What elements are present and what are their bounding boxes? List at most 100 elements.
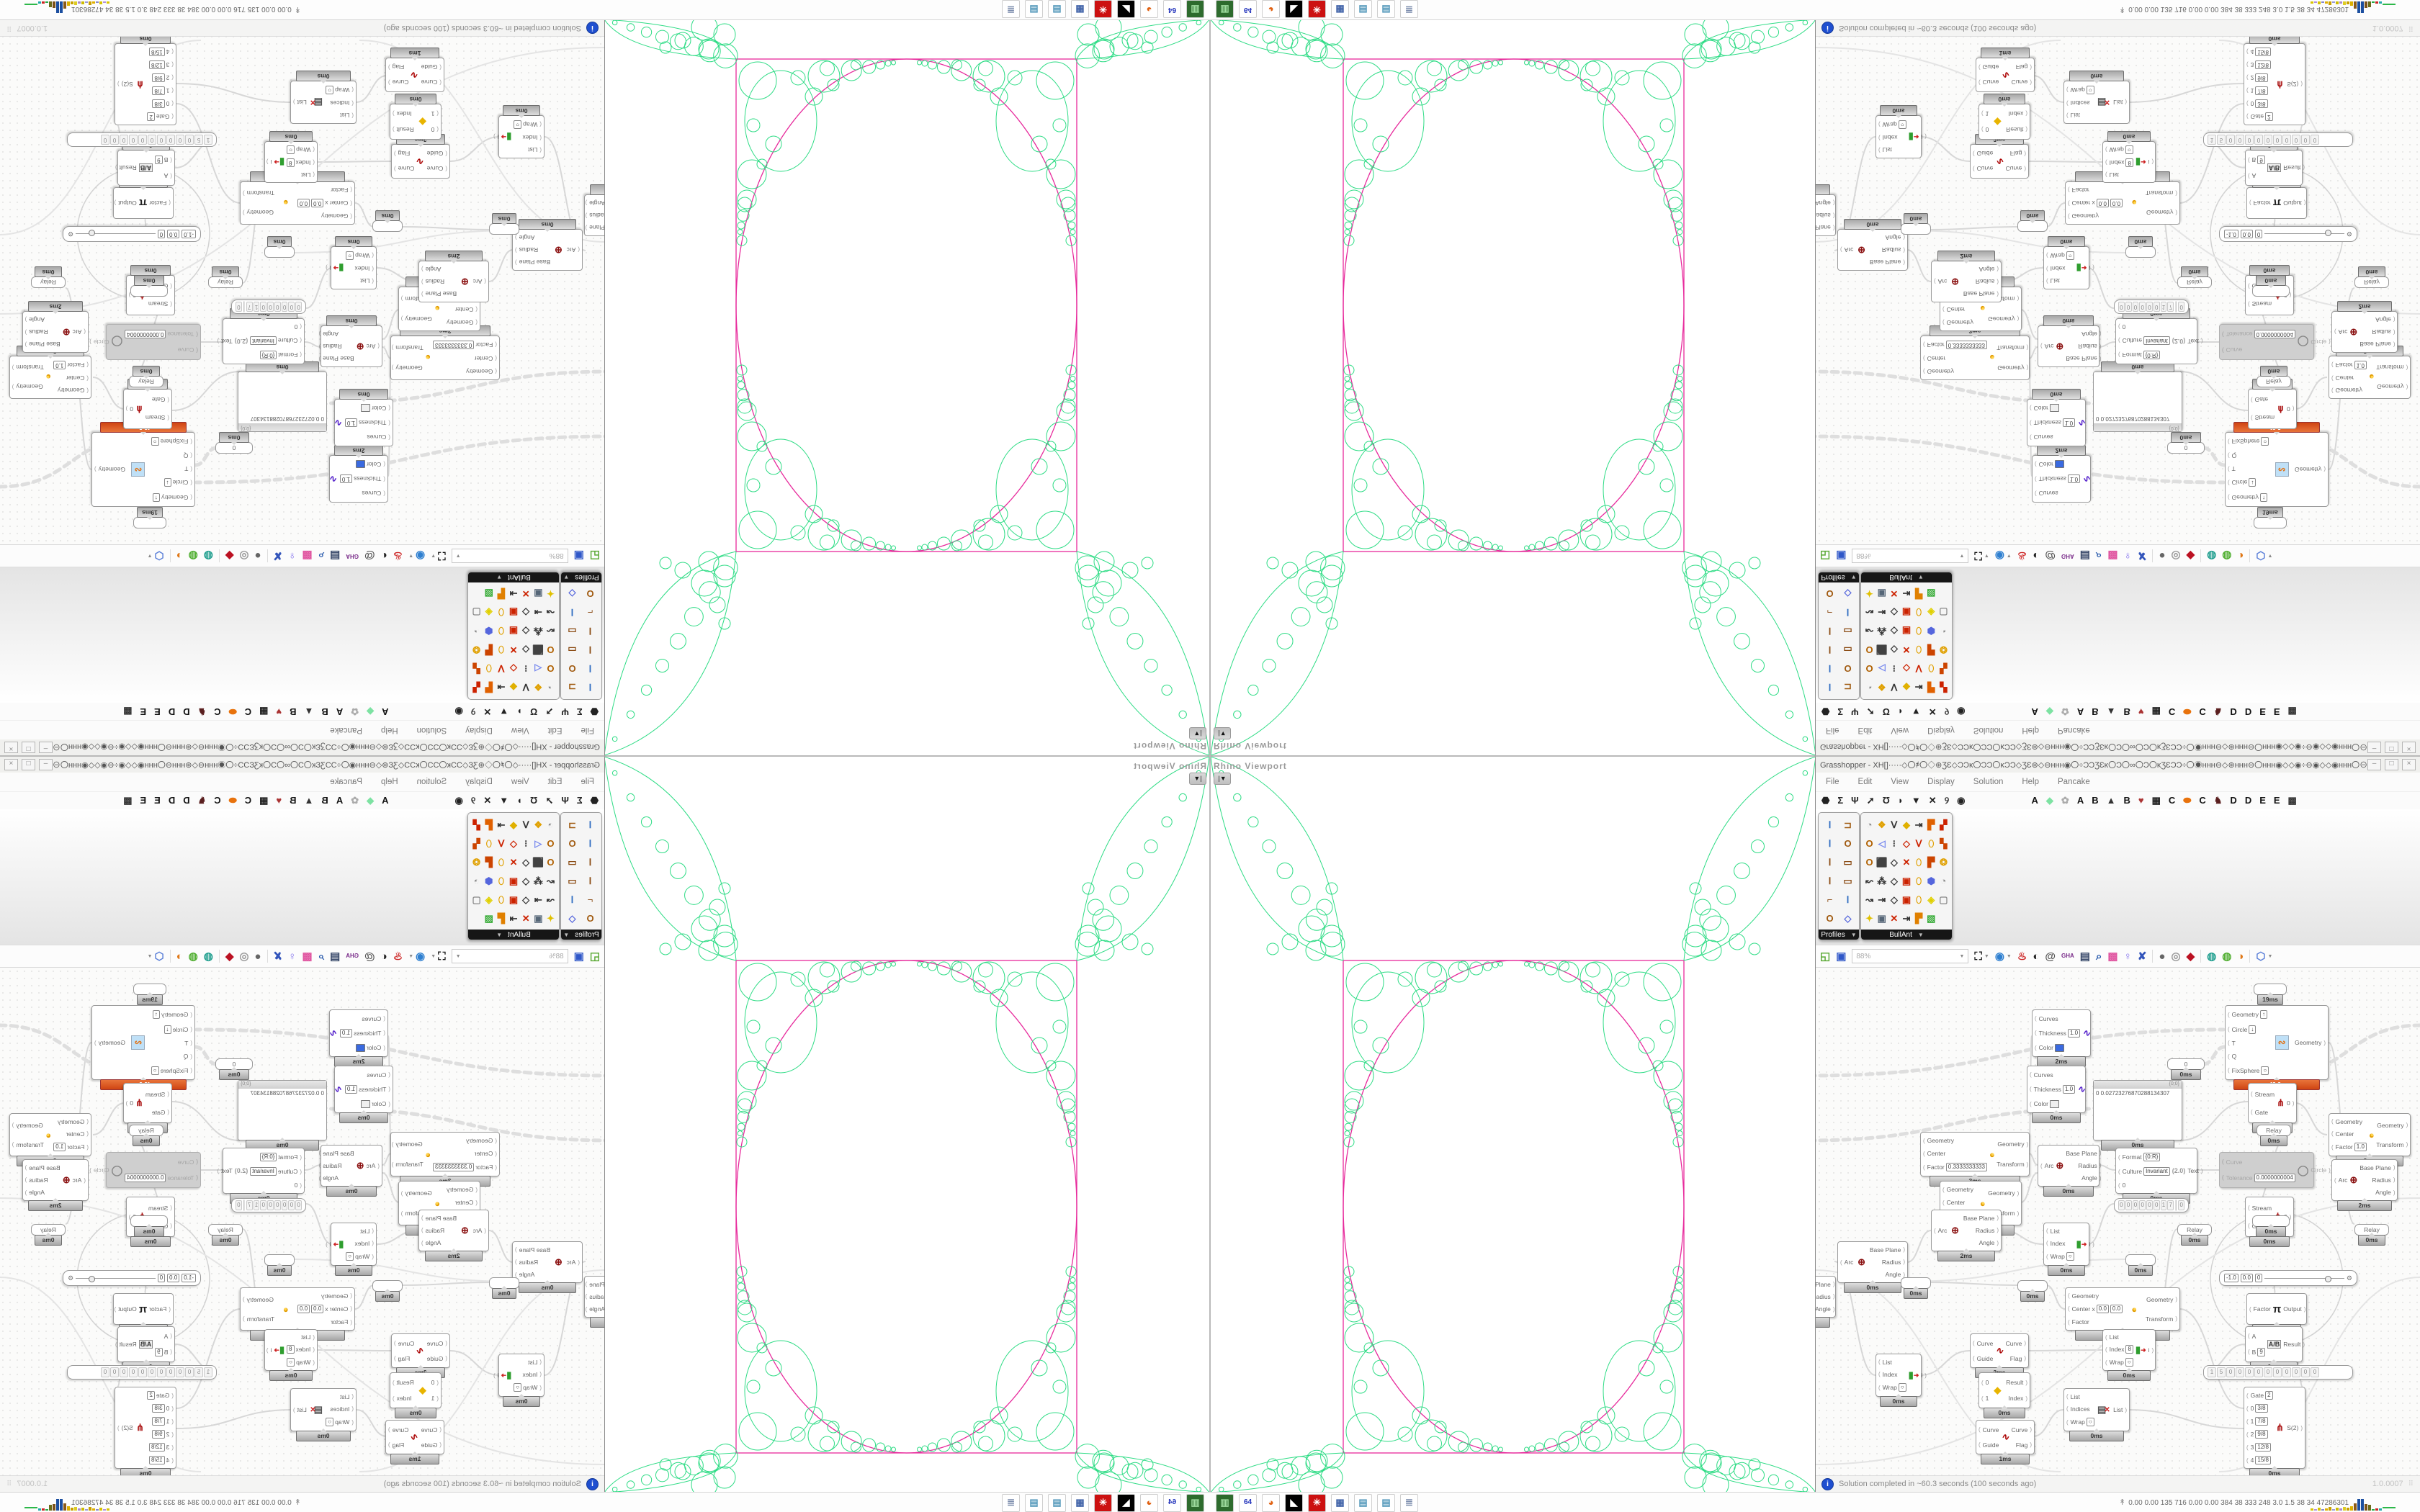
component-tab-icon[interactable]: ⬬ bbox=[2183, 795, 2192, 806]
value-chip[interactable]: ↓ bbox=[2249, 1025, 2257, 1034]
node-relay[interactable]: Relay 0ms bbox=[129, 1125, 163, 1146]
palette-component-icon[interactable]: ⁂ bbox=[533, 875, 543, 886]
gh-node-item[interactable]: ListIndex8Wrap○▮➜i0ms bbox=[2102, 1329, 2156, 1381]
canvas-toolbar-icon[interactable]: ◐ bbox=[380, 549, 387, 562]
palette-component-icon[interactable]: ↜ bbox=[1865, 875, 1874, 886]
palette-component-icon[interactable]: ◈ bbox=[485, 607, 493, 618]
panel-node[interactable]: {0;0} 0 0.02723276870288134307 0ms bbox=[2093, 1080, 2182, 1151]
chevron-down-icon[interactable]: ▼ bbox=[431, 553, 436, 559]
value-chip[interactable]: ○ bbox=[514, 1383, 522, 1392]
number-slider[interactable]: -1.0 0.0 0 ⚙ bbox=[2219, 226, 2357, 242]
digit-cell[interactable]: 1 bbox=[2208, 135, 2216, 145]
menu-edit[interactable]: Edit bbox=[1857, 726, 1873, 734]
palette-component-icon[interactable]: ⇥ bbox=[1878, 894, 1886, 905]
value-chip[interactable]: Invariant bbox=[2143, 336, 2170, 345]
digit-cell[interactable]: 0 bbox=[2311, 1367, 2319, 1377]
digit-cell[interactable]: 0 bbox=[2178, 302, 2185, 312]
canvas-toolbar-icon[interactable]: ◑ bbox=[2237, 549, 2244, 562]
component-tab-icon[interactable]: B bbox=[2092, 706, 2099, 717]
menu-pancake[interactable]: Pancake bbox=[330, 778, 362, 786]
palette-component-icon[interactable]: ⬯ bbox=[1916, 626, 1922, 637]
palette-component-icon[interactable]: Ⅰ bbox=[588, 626, 592, 637]
component-tab-icon[interactable]: C bbox=[2168, 795, 2176, 806]
slider-value[interactable]: 0.0 bbox=[2240, 1274, 2253, 1282]
value-chip[interactable]: 12/8 bbox=[149, 60, 165, 69]
canvas-toolbar-icon[interactable]: ● bbox=[2159, 549, 2166, 562]
canvas-toolbar-icon[interactable]: ▣ bbox=[1836, 549, 1847, 562]
value-chip[interactable]: 2 bbox=[2265, 112, 2273, 121]
component-tab-icon[interactable]: E bbox=[140, 706, 147, 717]
gh-node-item[interactable]: ListIndexWrap○▮➜i0ms bbox=[1876, 1354, 1922, 1407]
palette-component-icon[interactable]: Ⅴ bbox=[498, 663, 505, 675]
menu-pancake[interactable]: Pancake bbox=[2058, 726, 2090, 734]
component-tab-icon[interactable]: ♞ bbox=[197, 706, 207, 717]
digit-cell[interactable]: 0 bbox=[2292, 135, 2300, 145]
value-chip[interactable]: 1.0 bbox=[2062, 1084, 2076, 1094]
gh-node-item[interactable]: ListIndex8Wrap○▮➜i0ms bbox=[2102, 131, 2156, 183]
canvas-toolbar-icon[interactable]: @ bbox=[2045, 950, 2056, 963]
canvas-toolbar-icon[interactable]: ◎ bbox=[2171, 549, 2181, 562]
component-tab-icon[interactable]: ⬬ bbox=[2183, 706, 2192, 717]
palette-component-icon[interactable]: ⇥ bbox=[534, 607, 542, 618]
canvas-toolbar-icon[interactable]: ▩ bbox=[302, 549, 313, 562]
palette-component-icon[interactable]: Ο bbox=[1844, 663, 1852, 675]
node-relay[interactable]: Relay 0ms bbox=[129, 366, 163, 387]
digit-cell[interactable]: 0 bbox=[185, 135, 194, 145]
value-chip[interactable]: 0.0000000004 bbox=[2254, 330, 2295, 339]
digit-cell[interactable]: 0 bbox=[2264, 135, 2272, 145]
canvas-toolbar-icon[interactable]: ♨ bbox=[2017, 950, 2027, 963]
gh-node-pi[interactable]: FactorπOutput0ms bbox=[113, 1293, 174, 1335]
palette-component-icon[interactable]: ⊐ bbox=[568, 682, 576, 693]
component-tab-icon[interactable]: ➚ bbox=[1866, 706, 1875, 717]
value-chip[interactable]: ○ bbox=[2066, 1252, 2074, 1261]
palette-component-icon[interactable]: ▭ bbox=[568, 856, 577, 868]
palette-component-icon[interactable]: ⇥ bbox=[1914, 819, 1923, 830]
gh-node-arc[interactable]: Arc⊕Base PlaneRadiusAngle2ms bbox=[1931, 251, 2002, 302]
gh-node-pick[interactable]: 01◆ResultIndex0ms bbox=[390, 1372, 442, 1418]
value-chip[interactable]: 9/8 bbox=[2255, 1430, 2268, 1439]
gear-icon[interactable]: ⚙ bbox=[68, 1274, 74, 1282]
palette-component-icon[interactable]: ⌐ bbox=[587, 894, 593, 905]
value-chip[interactable]: {0:R} bbox=[259, 1153, 277, 1161]
value-chip[interactable]: ○ bbox=[2125, 145, 2133, 154]
value-chip[interactable]: ○ bbox=[287, 145, 295, 154]
value-chip[interactable]: ○ bbox=[2125, 1358, 2133, 1367]
chevron-down-icon[interactable]: ▼ bbox=[408, 553, 414, 559]
menu-pancake[interactable]: Pancake bbox=[330, 726, 362, 734]
canvas-toolbar-icon[interactable]: ✘ bbox=[273, 950, 283, 963]
menu-display[interactable]: Display bbox=[465, 726, 493, 734]
palette-component-icon[interactable]: ❂ bbox=[472, 644, 481, 656]
value-chip[interactable]: ○ bbox=[514, 120, 522, 129]
palette-component-icon[interactable]: ⇥ bbox=[1902, 588, 1911, 600]
menu-pancake[interactable]: Pancake bbox=[2058, 778, 2090, 786]
menu-file[interactable]: File bbox=[1826, 778, 1839, 786]
menu-view[interactable]: View bbox=[1891, 778, 1909, 786]
collapsed-node[interactable]: 0ms bbox=[2125, 236, 2156, 258]
gh-node-fmt[interactable]: Format{0:R}CultureInvariant0(2.0)Text0ms bbox=[221, 1148, 305, 1204]
palette-component-icon[interactable]: Ⅰ bbox=[570, 894, 574, 905]
digit-cell[interactable]: 0 bbox=[2118, 1200, 2125, 1210]
value-chip[interactable]: 0.0 bbox=[297, 199, 310, 208]
component-tab-icon[interactable]: E bbox=[2259, 706, 2266, 717]
palette-component-icon[interactable]: Ⅰ bbox=[588, 682, 592, 693]
digit-cell[interactable]: 5 bbox=[2217, 1367, 2226, 1377]
node-relay[interactable]: Relay 0ms bbox=[2354, 1224, 2389, 1246]
gh-node-circ[interactable]: CurveTolerance0.0000000004◯Circle bbox=[2219, 1152, 2326, 1188]
canvas-toolbar-icon[interactable]: ◱ bbox=[1820, 950, 1831, 963]
palette-component-icon[interactable]: ◔ bbox=[473, 875, 480, 886]
palette-component-icon[interactable]: ◇ bbox=[510, 837, 518, 849]
value-chip[interactable]: 0.0 bbox=[2110, 1304, 2123, 1313]
node-0[interactable]: 0 0ms bbox=[215, 432, 253, 454]
value-chip[interactable]: 1.0 bbox=[339, 1028, 353, 1038]
value-chip[interactable]: 2 bbox=[2265, 1391, 2273, 1400]
taskbar-icon-calculator[interactable]: ▦ bbox=[1331, 1494, 1349, 1512]
digit-cell[interactable]: 0 bbox=[2236, 1367, 2244, 1377]
taskbar-icon-firefox[interactable]: ◕ bbox=[1262, 1494, 1280, 1512]
digit-cell[interactable]: 0 bbox=[274, 302, 281, 312]
palette-component-icon[interactable]: ↝ bbox=[546, 607, 555, 618]
menu-help[interactable]: Help bbox=[380, 726, 398, 734]
palette-component-icon[interactable]: ▛ bbox=[1927, 819, 1935, 830]
gh-node-fix[interactable]: Geometry↑Circle↓TQFixSphere○∾Geometry49.… bbox=[2225, 422, 2329, 507]
palette-component-icon[interactable]: Ⅰ bbox=[588, 856, 592, 868]
